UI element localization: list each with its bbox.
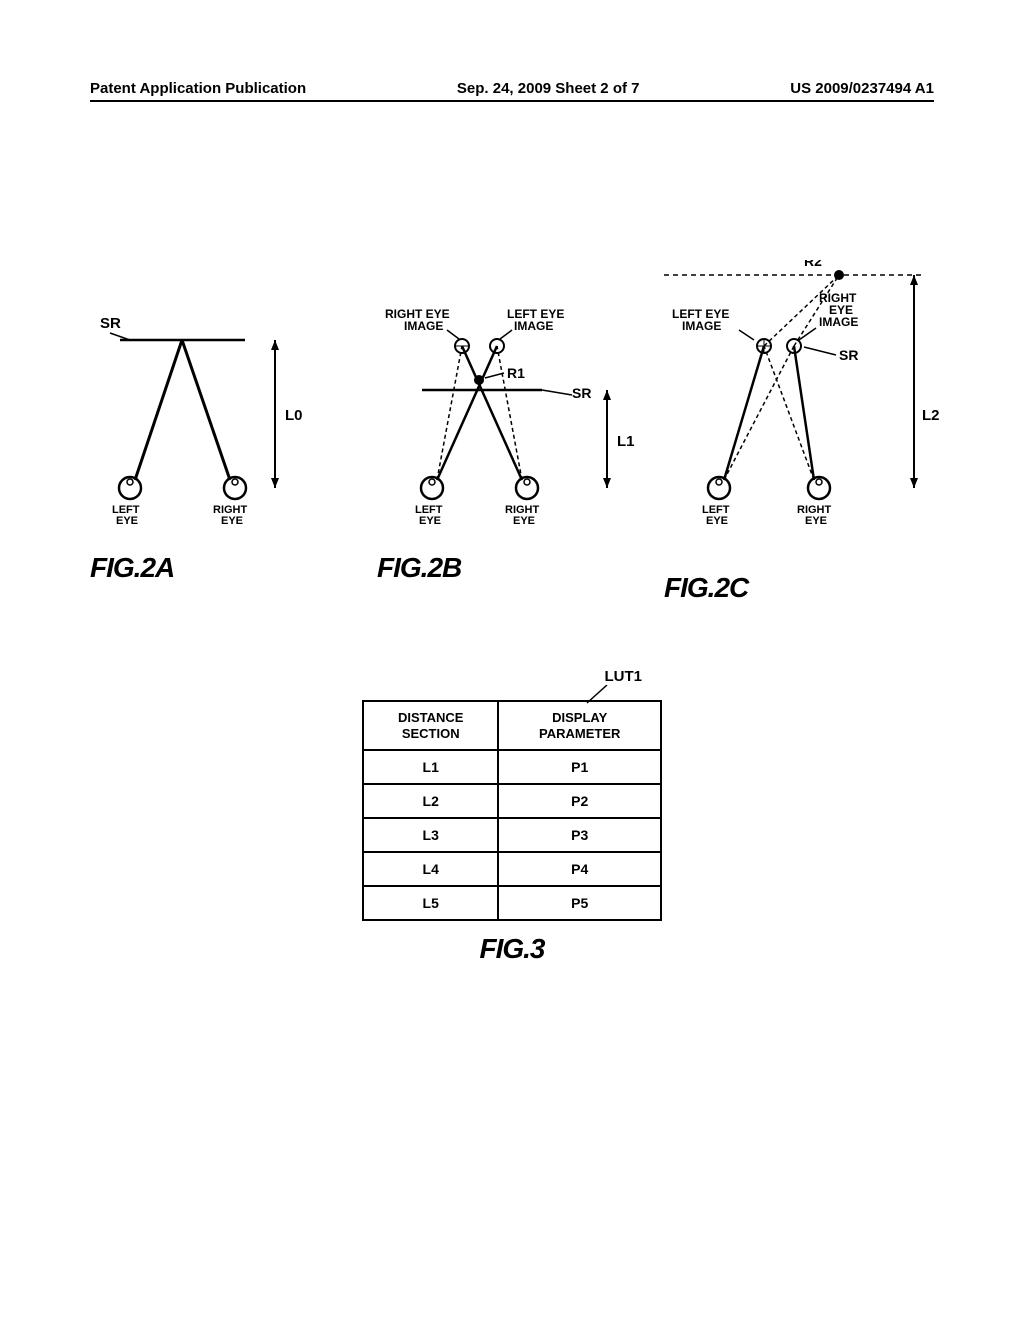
table-section: LUT1 DISTANCESECTION DISPLAYPARAMETER L1… <box>362 700 662 965</box>
cell: L5 <box>363 886 498 920</box>
th-text: DISTANCESECTION <box>398 710 463 741</box>
svg-text:EYE: EYE <box>116 515 138 527</box>
figure-2c-block: R2 LEFT EYE IMAGE RIGHT EYE IMAGE SR <box>664 260 934 604</box>
figure-3-caption: FIG.3 <box>362 933 662 965</box>
header-center: Sep. 24, 2009 Sheet 2 of 7 <box>457 80 640 97</box>
table-row: L1 P1 <box>363 750 661 784</box>
header-right: US 2009/0237494 A1 <box>790 80 934 97</box>
svg-text:EYE: EYE <box>221 515 243 527</box>
figure-2a-block: SR L0 LEFT EYE RIGHT EYE <box>90 260 360 604</box>
cell: P3 <box>498 818 661 852</box>
svg-text:EYE: EYE <box>513 515 535 527</box>
figure-2c-caption: FIG.2C <box>664 572 934 604</box>
svg-text:EYE: EYE <box>805 515 827 527</box>
table-row: L5 P5 <box>363 886 661 920</box>
svg-text:IMAGE: IMAGE <box>682 319 721 333</box>
svg-text:EYE: EYE <box>706 515 728 527</box>
sr-label: SR <box>100 315 121 332</box>
table-row: L2 P2 <box>363 784 661 818</box>
lut-label: LUT1 <box>605 668 643 685</box>
svg-text:L1: L1 <box>617 433 635 450</box>
svg-text:SR: SR <box>839 347 858 363</box>
patent-header: Patent Application Publication Sep. 24, … <box>90 80 934 102</box>
figure-2c-svg: R2 LEFT EYE IMAGE RIGHT EYE IMAGE SR <box>664 260 964 560</box>
svg-text:R2: R2 <box>804 260 822 269</box>
cell: P2 <box>498 784 661 818</box>
cell: P1 <box>498 750 661 784</box>
figures-row: SR L0 LEFT EYE RIGHT EYE <box>90 260 934 604</box>
svg-text:IMAGE: IMAGE <box>514 319 553 333</box>
cell: P4 <box>498 852 661 886</box>
cell: L1 <box>363 750 498 784</box>
table-header-distance: DISTANCESECTION <box>363 701 498 750</box>
cell: L2 <box>363 784 498 818</box>
svg-text:SR: SR <box>572 385 591 401</box>
cell: L4 <box>363 852 498 886</box>
cell: P5 <box>498 886 661 920</box>
figure-2b-block: RIGHT EYE IMAGE LEFT EYE IMAGE R1 SR <box>377 260 647 604</box>
svg-text:EYE: EYE <box>419 515 441 527</box>
th-text: DISPLAYPARAMETER <box>539 710 620 741</box>
header-left: Patent Application Publication <box>90 80 306 97</box>
svg-text:IMAGE: IMAGE <box>404 319 443 333</box>
cell: L3 <box>363 818 498 852</box>
table-row: L3 P3 <box>363 818 661 852</box>
svg-text:IMAGE: IMAGE <box>819 315 858 329</box>
figure-2b-caption: FIG.2B <box>377 552 647 584</box>
table-row: L4 P4 <box>363 852 661 886</box>
figure-2a-svg: SR L0 LEFT EYE RIGHT EYE <box>90 260 310 540</box>
page-container: Patent Application Publication Sep. 24, … <box>0 0 1024 1320</box>
figure-2a-caption: FIG.2A <box>90 552 360 584</box>
lut-pointer-icon <box>582 685 612 705</box>
l0-label: L0 <box>285 407 303 424</box>
svg-text:L2: L2 <box>922 407 940 424</box>
figure-2b-svg: RIGHT EYE IMAGE LEFT EYE IMAGE R1 SR <box>377 260 657 540</box>
svg-text:R1: R1 <box>507 365 525 381</box>
lut-table: DISTANCESECTION DISPLAYPARAMETER L1 P1 L… <box>362 700 662 921</box>
table-header-display: DISPLAYPARAMETER <box>498 701 661 750</box>
